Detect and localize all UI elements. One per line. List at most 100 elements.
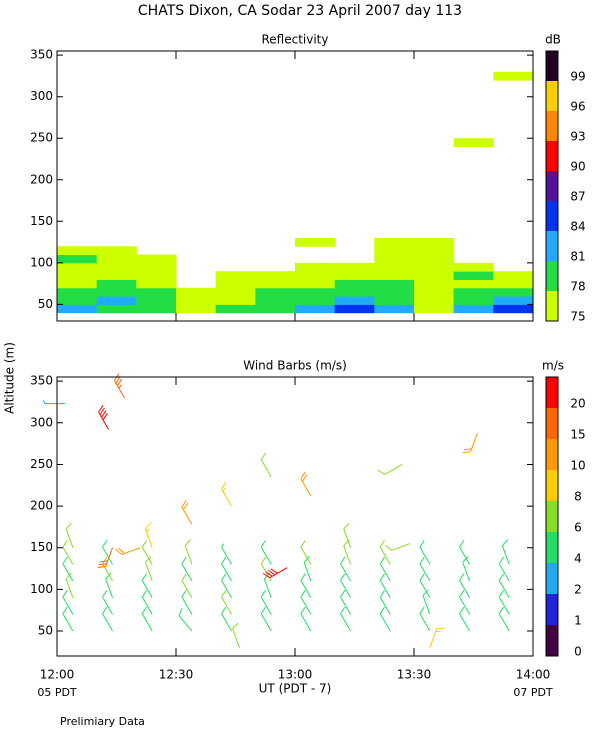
heat-cell (96, 296, 137, 305)
colorbar-band (546, 377, 558, 408)
wind-barb (42, 399, 65, 405)
heat-cell (414, 254, 455, 264)
colorbar-band (546, 261, 558, 291)
heat-cell (493, 71, 534, 81)
wind-barb (300, 573, 312, 598)
wind-barb (65, 522, 74, 548)
heat-cell (295, 237, 336, 247)
heat-cell (215, 279, 256, 289)
heat-cell (374, 271, 415, 280)
colorbar-label: dB (545, 33, 561, 47)
wind-barb (300, 471, 312, 497)
wind-barb (459, 590, 470, 615)
wind-barb (419, 606, 431, 632)
colorbar-tick-label: 75 (570, 310, 585, 324)
colorbar-tick-label: 8 (574, 490, 582, 504)
wind-barb (181, 500, 193, 525)
y-tick-label: 150 (30, 540, 53, 554)
colorbar-band (546, 625, 558, 656)
wind-barb (501, 539, 510, 565)
heat-cell (96, 262, 137, 272)
wind-barb (221, 606, 232, 632)
wind-barb (377, 464, 403, 475)
wind-barb (343, 522, 352, 548)
colorbar-tick-label: 99 (570, 70, 585, 84)
colorbar-tick-label: 84 (570, 220, 585, 234)
heat-cell (334, 287, 375, 297)
wind-barb (232, 622, 240, 648)
wind-barb (343, 539, 352, 565)
heat-cell (374, 279, 415, 289)
colorbar-tick-label: 1 (574, 614, 582, 628)
colorbar-band (546, 594, 558, 625)
wind-barb (419, 573, 431, 598)
heat-cell (334, 279, 375, 289)
heat-cell (255, 287, 296, 297)
y-tick-label: 200 (30, 499, 53, 513)
colorbar-tick-label: 90 (570, 160, 585, 174)
heat-cell (215, 271, 256, 280)
colorbar-tick-label: 96 (570, 100, 585, 114)
heat-cell (96, 287, 137, 297)
heat-cell (57, 296, 98, 305)
wind-barb (459, 573, 470, 598)
heat-cell (414, 271, 455, 280)
wind-barb (62, 606, 74, 632)
heat-cell (96, 254, 137, 264)
x-tick-label: 13:30 (397, 668, 432, 682)
colorbar-band (546, 501, 558, 532)
heat-cell (295, 262, 336, 272)
colorbar-tick-label: 81 (570, 250, 585, 264)
y-tick-label: 50 (38, 297, 53, 311)
wind-barb (260, 606, 272, 632)
heat-cell (453, 287, 494, 297)
wind-barb (260, 540, 272, 565)
colorbar-tick-label: 87 (570, 190, 585, 204)
heat-cell (295, 279, 336, 289)
heat-cell (57, 254, 98, 264)
wind-barb (102, 540, 113, 565)
wind-barb (300, 540, 312, 565)
wind-barb (340, 590, 351, 615)
y-tick-label: 100 (30, 255, 53, 269)
colorbar-tick-label: 20 (570, 397, 585, 411)
heat-cell (136, 279, 177, 289)
wind-barb (115, 547, 141, 556)
heat-cell (255, 271, 296, 280)
x-tick-label: 12:00 (40, 668, 75, 682)
y-tick-label: 250 (30, 457, 53, 471)
heat-cell (295, 271, 336, 280)
x-start-label: 05 PDT (37, 686, 77, 699)
colorbar-tick-label: 0 (574, 645, 582, 659)
colorbar-frame (545, 50, 559, 322)
heat-cell (57, 279, 98, 289)
chart-title: CHATS Dixon, CA Sodar 23 April 2007 day … (138, 3, 462, 19)
wind-barb (422, 589, 431, 615)
colorbar-band (546, 201, 558, 231)
heat-cell (57, 287, 98, 297)
heat-cell (176, 296, 217, 305)
wind-barb (181, 573, 193, 598)
wind-barb (379, 590, 391, 615)
wind-barb (303, 556, 312, 582)
heat-cell (493, 279, 534, 289)
heat-cell (374, 262, 415, 272)
heat-cell (96, 304, 137, 314)
heat-cell (374, 304, 415, 314)
heat-cell (57, 304, 98, 314)
wind-barb (262, 567, 288, 579)
wind-barb (379, 573, 391, 598)
wind-barb (105, 572, 114, 598)
heat-cell (493, 296, 534, 305)
heat-cell (453, 262, 494, 272)
wind-barb (498, 606, 510, 632)
colorbar-tick-label: 6 (574, 521, 582, 535)
heat-cell (334, 262, 375, 272)
wind-barb (300, 606, 312, 632)
panel-title: Reflectivity (261, 33, 328, 47)
heat-cell (295, 296, 336, 305)
heat-cell (374, 287, 415, 297)
wind-barb (419, 556, 431, 582)
heat-cell (453, 296, 494, 305)
colorbar-band (546, 408, 558, 439)
